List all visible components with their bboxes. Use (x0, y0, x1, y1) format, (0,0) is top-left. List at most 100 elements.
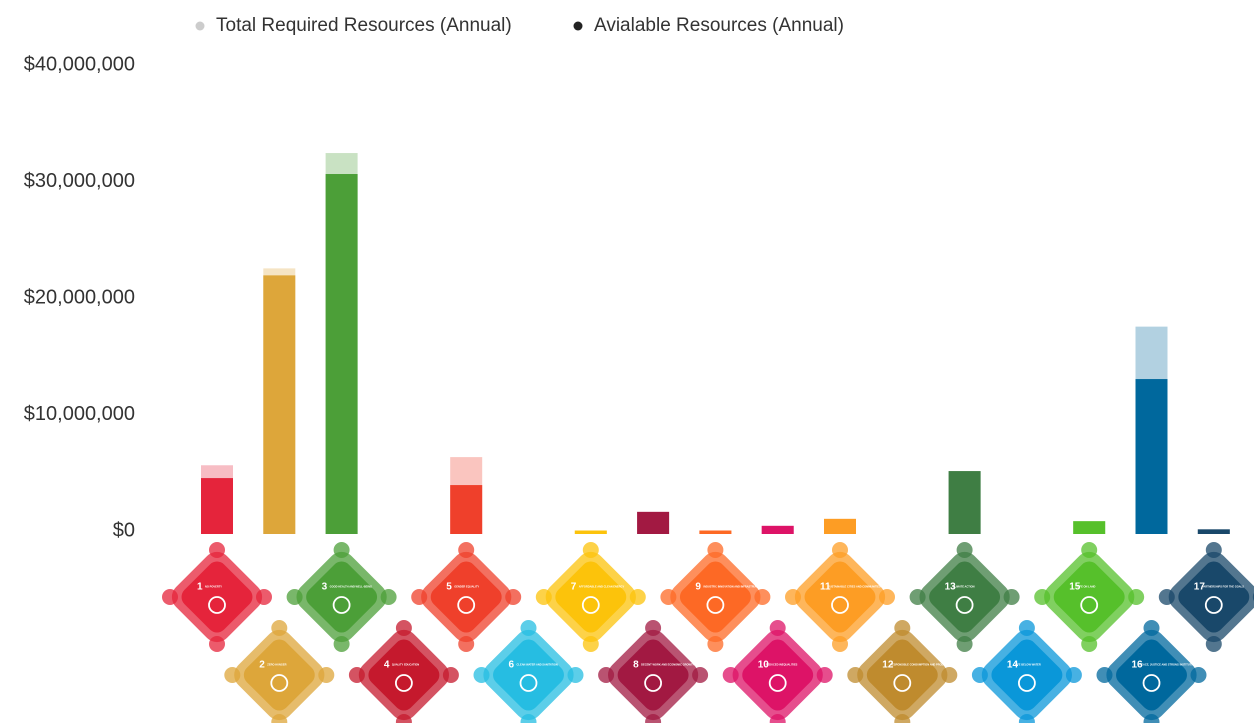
icon-ornament (1128, 589, 1145, 605)
goal-name: ZERO HUNGER (267, 663, 286, 667)
icon-ornament (567, 667, 584, 683)
icon-ornament (1205, 636, 1222, 652)
icon-ornament (1018, 620, 1035, 636)
icon-ornament (645, 714, 662, 723)
goal-name: AFFORDABLE AND CLEAN ENERGY (579, 585, 625, 589)
icon-ornament (442, 667, 459, 683)
icon-ornament (318, 667, 335, 683)
y-tick-label: $30,000,000 (24, 170, 135, 192)
icon-ornament (1205, 542, 1222, 558)
goal-number: 11 (820, 582, 831, 593)
legend-marker (573, 21, 583, 31)
goal-icon: 9 INDUSTRY, INNOVATION AND INFRASTRUCTURE (660, 542, 771, 652)
icon-ornament (1018, 714, 1035, 723)
goal-symbol (519, 674, 538, 692)
icon-ornament (582, 542, 599, 558)
icon-ornament (816, 667, 833, 683)
goal-icon: 7 AFFORDABLE AND CLEAN ENERGY (535, 542, 646, 652)
icon-ornament (1096, 667, 1113, 683)
goal-icon: 3 GOOD HEALTH AND WELL-BEING (286, 542, 397, 652)
icon-ornament (333, 542, 350, 558)
bar (761, 525, 794, 534)
icon-ornament (505, 589, 522, 605)
bar (1135, 379, 1168, 534)
goal-icon: 1 NO POVERTY (162, 542, 272, 652)
goal-number: 2 (259, 660, 265, 671)
icon-ornament (722, 667, 739, 683)
goal-symbol (955, 596, 974, 614)
icon-ornament (1081, 636, 1098, 652)
goal-symbol (208, 596, 226, 614)
goal-name: GENDER EQUALITY (454, 585, 479, 589)
goal-number: 14 (1007, 660, 1019, 671)
icon-ornament (162, 589, 178, 605)
goal-number: 16 (1132, 660, 1144, 671)
bar (1073, 521, 1106, 534)
icon-ornament (411, 589, 428, 605)
goal-name: REDUCED INEQUALITIES (766, 663, 798, 667)
icon-ornament (1003, 589, 1020, 605)
icon-ornament (832, 542, 848, 558)
bar (948, 471, 981, 534)
bar (1197, 529, 1230, 534)
icon-ornament (1065, 667, 1082, 683)
icon-ornament (707, 542, 724, 558)
icon-ornament (707, 636, 724, 652)
icon-ornament (956, 636, 973, 652)
icon-ornament (380, 589, 397, 605)
goal-number: 8 (633, 660, 639, 671)
icon-ornament (271, 714, 288, 723)
goal-name: LIFE BELOW WATER (1015, 663, 1041, 667)
icon-ornament (271, 620, 288, 636)
icon-ornament (333, 636, 350, 652)
goal-symbol (1204, 596, 1223, 614)
y-tick-label: $40,000,000 (24, 53, 135, 75)
icon-ornament (1158, 589, 1175, 605)
icon-ornament (645, 620, 662, 636)
icon-ornament (286, 589, 303, 605)
goal-name: CLIMATE ACTION (953, 585, 975, 589)
legend-label: Avialable Resources (Annual) (594, 15, 844, 36)
goal-number: 9 (695, 582, 701, 593)
goal-number: 6 (509, 660, 515, 671)
bar (824, 518, 856, 534)
goal-symbol (457, 596, 476, 614)
goal-number: 12 (882, 660, 894, 671)
icon-ornament (598, 667, 615, 683)
goal-number: 15 (1069, 582, 1081, 593)
goal-symbol (332, 596, 351, 614)
icon-ornament (1143, 714, 1160, 723)
icon-ornament (1034, 589, 1051, 605)
icon-ornament (769, 714, 786, 723)
bar (201, 478, 233, 534)
goal-symbol (1080, 596, 1099, 614)
bar (699, 530, 732, 534)
bar (325, 174, 358, 534)
bar (637, 511, 670, 534)
icon-ornament (1190, 667, 1207, 683)
icon-ornament (629, 589, 646, 605)
icon-ornament (941, 667, 958, 683)
goal-name: SUSTAINABLE CITIES AND COMMUNITIES (828, 585, 881, 589)
goal-symbol (893, 674, 912, 692)
goal-name: INDUSTRY, INNOVATION AND INFRASTRUCTURE (703, 585, 764, 589)
goal-number: 4 (384, 660, 390, 671)
y-tick-label: $20,000,000 (24, 286, 135, 308)
icon-ornament (520, 714, 537, 723)
goal-symbol (1018, 674, 1036, 692)
icon-ornament (1143, 620, 1160, 636)
goal-number: 17 (1194, 582, 1206, 593)
icon-ornament (909, 589, 926, 605)
y-tick-label: $10,000,000 (24, 403, 135, 425)
goal-symbol (706, 596, 725, 614)
icon-ornament (395, 620, 412, 636)
icon-ornament (785, 589, 801, 605)
icon-ornament (520, 620, 537, 636)
bar (574, 530, 607, 534)
icon-ornament (879, 589, 895, 605)
goal-name: NO POVERTY (205, 585, 222, 589)
y-tick-label: $0 (113, 519, 135, 541)
